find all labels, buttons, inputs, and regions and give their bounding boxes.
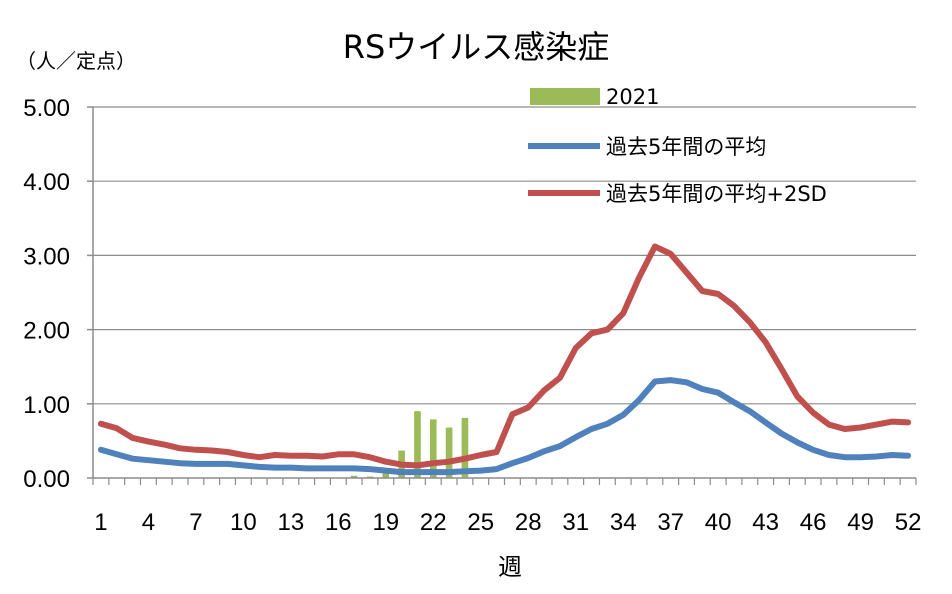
bar-2021 [414, 411, 421, 478]
x-tick-label: 28 [515, 509, 542, 536]
x-tick-label: 10 [230, 509, 257, 536]
y-tick-label: 5.00 [23, 95, 70, 122]
chart-title: RSウイルス感染症 [343, 28, 610, 66]
bar-2021 [350, 475, 358, 478]
x-tick-label: 4 [142, 509, 155, 536]
bar-2021 [382, 470, 390, 478]
x-tick-label: 34 [610, 509, 637, 536]
bar-2021 [461, 417, 469, 478]
y-unit-label: （人／定点） [16, 49, 136, 73]
y-tick-labels: 0.00 1.00 2.00 3.00 4.00 5.00 [23, 95, 70, 493]
x-tick-label: 43 [752, 509, 779, 536]
bar-2021 [429, 419, 437, 478]
x-tick-label: 19 [372, 509, 399, 536]
legend-swatch-2021 [530, 88, 600, 105]
x-tick-label: 46 [800, 509, 827, 536]
y-tick-label: 1.00 [23, 392, 70, 419]
legend: 2021 過去5年間の平均 過去5年間の平均+2SD [528, 85, 827, 206]
x-tick-label: 49 [847, 509, 874, 536]
y-tick-label: 3.00 [23, 243, 70, 270]
x-tick-label: 13 [277, 509, 304, 536]
x-tick-label: 1 [94, 509, 107, 536]
gridlines [93, 106, 916, 405]
x-tick-label: 40 [705, 509, 732, 536]
legend-label-avg2sd: 過去5年間の平均+2SD [606, 182, 827, 206]
y-tick-label: 2.00 [23, 318, 70, 345]
series-line-avg [97, 377, 912, 476]
x-axis-label: 週 [498, 553, 522, 581]
legend-label-2021: 2021 [606, 85, 659, 109]
x-tick-labels: 1 4 7 10 13 16 19 22 25 28 31 34 37 40 43 46 49 52 [94, 509, 921, 536]
x-tick-label: 31 [562, 509, 589, 536]
axes [87, 106, 917, 485]
bar-2021 [445, 427, 453, 478]
series-lines [97, 243, 912, 476]
y-tick-label: 0.00 [23, 466, 70, 493]
x-tick-label: 37 [657, 509, 684, 536]
x-tick-label: 52 [895, 509, 922, 536]
y-tick-label: 4.00 [23, 169, 70, 196]
x-tick-label: 25 [467, 509, 494, 536]
x-tick-label: 22 [420, 509, 447, 536]
x-tick-label: 7 [189, 509, 202, 536]
legend-label-avg: 過去5年間の平均 [606, 135, 766, 159]
x-tick-label: 16 [325, 509, 352, 536]
series-line-avg-2sd [97, 243, 912, 469]
